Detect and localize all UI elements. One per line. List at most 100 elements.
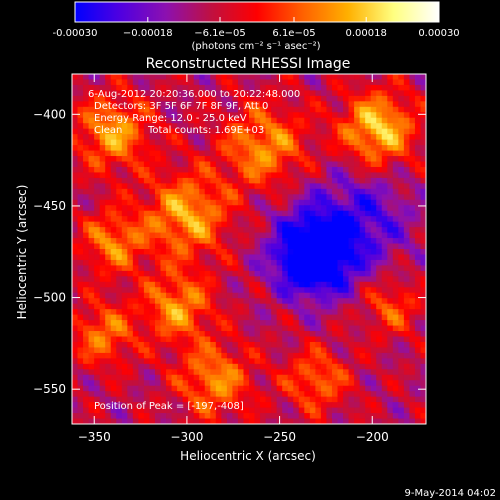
- heatmap-cell: [320, 249, 328, 256]
- heatmap-cell: [359, 265, 366, 272]
- heatmap-cell: [110, 112, 117, 119]
- heatmap-cell: [293, 341, 300, 349]
- heatmap-cell: [282, 413, 289, 420]
- heatmap-cell: [331, 210, 339, 217]
- heatmap-cell: [315, 303, 322, 310]
- heatmap-cell: [88, 385, 95, 392]
- heatmap-cell: [88, 331, 95, 338]
- heatmap-cell: [188, 336, 195, 343]
- heatmap-cell: [132, 123, 139, 130]
- heatmap-cell: [298, 216, 305, 223]
- heatmap-cell: [359, 249, 366, 256]
- heatmap-cell: [232, 281, 239, 288]
- heatmap-cell: [138, 145, 145, 152]
- heatmap-cell: [315, 238, 322, 245]
- heatmap-cell: [237, 259, 245, 267]
- heatmap-cell: [72, 101, 79, 108]
- heatmap-cell: [138, 95, 145, 102]
- heatmap-cell: [199, 341, 206, 349]
- heatmap-cell: [343, 249, 350, 256]
- heatmap-cell: [83, 210, 90, 217]
- heatmap-cell: [343, 309, 350, 316]
- y-tick-label: −500: [33, 291, 66, 305]
- heatmap-cell: [154, 128, 162, 135]
- heatmap-cell: [298, 374, 305, 381]
- heatmap-cell: [237, 74, 245, 81]
- heatmap-cell: [276, 254, 283, 261]
- heatmap-cell: [287, 309, 294, 316]
- heatmap-cell: [77, 309, 84, 316]
- heatmap-cell: [149, 407, 156, 414]
- heatmap-cell: [326, 331, 333, 338]
- heatmap-cell: [182, 243, 189, 250]
- heatmap-cell: [166, 79, 173, 86]
- heatmap-cell: [237, 287, 245, 294]
- heatmap-cell: [143, 123, 151, 130]
- heatmap-cell: [409, 309, 416, 316]
- heatmap-cell: [226, 101, 234, 108]
- heatmap-cell: [177, 199, 184, 206]
- heatmap-cell: [121, 396, 128, 403]
- heatmap-cell: [226, 177, 234, 184]
- heatmap-cell: [154, 243, 162, 250]
- heatmap-cell: [348, 177, 355, 184]
- heatmap-cell: [254, 413, 261, 420]
- heatmap-cell: [199, 199, 206, 206]
- heatmap-cell: [381, 139, 388, 146]
- heatmap-cell: [188, 183, 195, 190]
- heatmap-cell: [143, 249, 151, 256]
- heatmap-cell: [376, 194, 383, 201]
- heatmap-cell: [387, 270, 394, 277]
- heatmap-cell: [320, 84, 328, 92]
- heatmap-cell: [304, 221, 311, 228]
- heatmap-cell: [177, 336, 184, 343]
- heatmap-cell: [138, 309, 145, 316]
- heatmap-cell: [420, 276, 426, 283]
- heatmap-cell: [166, 249, 173, 256]
- heatmap-cell: [414, 336, 422, 343]
- heatmap-cell: [88, 358, 95, 365]
- heatmap-cell: [304, 407, 311, 414]
- heatmap-cell: [315, 418, 322, 424]
- heatmap-cell: [249, 188, 256, 195]
- heatmap-cell: [359, 314, 366, 321]
- heatmap-cell: [282, 156, 289, 163]
- heatmap-cell: [177, 369, 184, 376]
- heatmap-cell: [193, 265, 200, 272]
- heatmap-cell: [154, 123, 162, 130]
- heatmap-cell: [154, 276, 162, 283]
- heatmap-cell: [72, 407, 79, 414]
- heatmap-cell: [370, 331, 377, 338]
- heatmap-cell: [287, 166, 294, 174]
- heatmap-cell: [210, 281, 217, 288]
- heatmap-cell: [237, 336, 245, 343]
- heatmap-cell: [348, 407, 355, 414]
- heatmap-cell: [166, 227, 173, 234]
- heatmap-cell: [309, 265, 316, 272]
- heatmap-cell: [166, 287, 173, 294]
- heatmap-cell: [320, 265, 328, 272]
- heatmap-cell: [193, 407, 200, 414]
- heatmap-cell: [149, 166, 156, 174]
- heatmap-cell: [116, 276, 123, 283]
- heatmap-cell: [127, 166, 134, 174]
- heatmap-cell: [138, 265, 145, 272]
- heatmap-cell: [370, 79, 377, 86]
- heatmap-cell: [376, 254, 383, 261]
- heatmap-cell: [309, 134, 316, 141]
- heatmap-cell: [188, 402, 195, 409]
- heatmap-cell: [293, 314, 300, 321]
- heatmap-cell: [337, 243, 344, 250]
- heatmap-cell: [226, 210, 234, 217]
- heatmap-cell: [276, 128, 283, 135]
- heatmap-cell: [392, 161, 399, 168]
- heatmap-cell: [121, 418, 128, 424]
- heatmap-cell: [166, 380, 173, 387]
- heatmap-cell: [83, 101, 90, 108]
- heatmap-cell: [249, 150, 256, 157]
- heatmap-cell: [237, 265, 245, 272]
- heatmap-cell: [110, 336, 117, 343]
- heatmap-cell: [331, 254, 339, 261]
- heatmap-cell: [188, 249, 195, 256]
- heatmap-cell: [387, 396, 394, 403]
